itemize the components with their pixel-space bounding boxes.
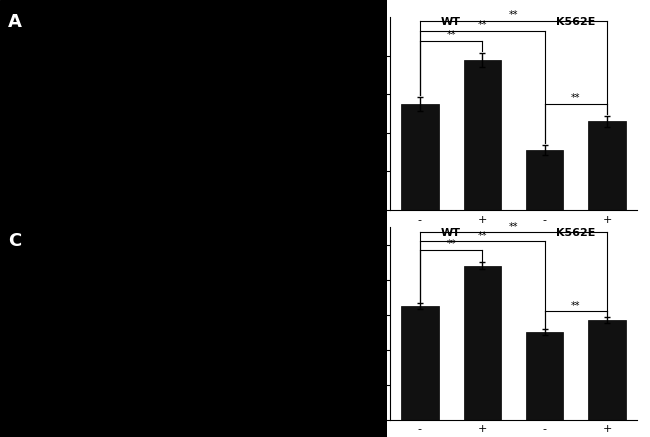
Text: D: D (296, 208, 311, 226)
Bar (588, 320, 626, 420)
Text: B: B (296, 0, 310, 16)
Text: **: ** (509, 222, 518, 232)
Bar (463, 266, 501, 420)
Text: C: C (8, 232, 21, 250)
Bar (401, 306, 439, 420)
Text: K562E: K562E (556, 17, 595, 27)
Bar (463, 60, 501, 210)
Text: **: ** (447, 30, 456, 40)
Text: WT: WT (441, 17, 461, 27)
Text: **: ** (571, 93, 580, 103)
Text: **: ** (571, 301, 580, 311)
Text: **: ** (478, 231, 487, 241)
Text: (×10⁻²): (×10⁻²) (316, 0, 353, 10)
X-axis label: Bis-T-23: Bis-T-23 (489, 230, 538, 240)
Text: **: ** (478, 20, 487, 30)
Bar (401, 104, 439, 210)
Bar (526, 332, 564, 420)
Text: **: ** (509, 10, 518, 21)
Bar (526, 150, 564, 210)
Text: WT: WT (441, 228, 461, 238)
Y-axis label: The number of FAs / Cell: The number of FAs / Cell (346, 264, 356, 383)
Text: **: ** (447, 239, 456, 250)
Text: A: A (8, 13, 21, 31)
Text: K562E: K562E (556, 228, 595, 238)
Y-axis label: Stress fiber density
(The number per μm²): Stress fiber density (The number per μm²… (347, 59, 369, 168)
Bar (588, 121, 626, 210)
